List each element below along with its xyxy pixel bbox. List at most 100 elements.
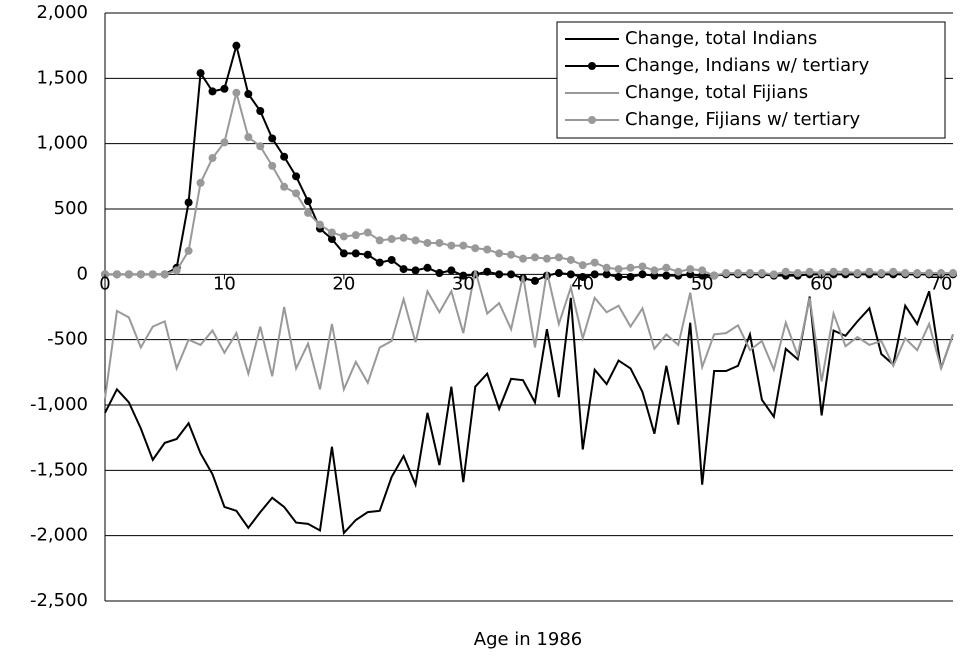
y-tick-label: -2,500 xyxy=(30,590,88,611)
data-point xyxy=(495,270,504,279)
data-point xyxy=(447,241,456,250)
data-point xyxy=(734,269,743,278)
y-tick-label: -2,000 xyxy=(30,525,88,546)
y-tick-label: 1,500 xyxy=(36,67,88,88)
data-point xyxy=(626,263,635,272)
data-point xyxy=(363,228,372,237)
y-tick-label: -500 xyxy=(47,329,88,350)
data-point xyxy=(507,250,516,259)
data-point xyxy=(220,84,229,93)
data-point xyxy=(136,270,145,279)
data-point xyxy=(447,266,456,275)
data-point xyxy=(292,189,301,198)
data-point xyxy=(363,250,372,259)
data-point xyxy=(375,236,384,245)
x-tick-label: 70 xyxy=(930,273,953,294)
data-point xyxy=(519,254,528,263)
x-tick-label: 20 xyxy=(332,273,355,294)
data-point xyxy=(853,269,862,278)
data-point xyxy=(614,265,623,274)
data-point xyxy=(590,270,599,279)
x-tick-label: 40 xyxy=(571,273,594,294)
data-point xyxy=(650,266,659,275)
data-point xyxy=(698,266,707,275)
data-point xyxy=(387,255,396,264)
data-point xyxy=(411,266,420,275)
data-point xyxy=(590,258,599,267)
x-tick-label: 10 xyxy=(213,273,236,294)
data-point xyxy=(530,253,539,262)
data-point xyxy=(865,267,874,276)
data-point xyxy=(817,269,826,278)
data-point xyxy=(112,270,121,279)
data-point xyxy=(399,265,408,274)
legend-box xyxy=(556,21,946,139)
data-point xyxy=(507,270,516,279)
data-point xyxy=(901,269,910,278)
data-point xyxy=(268,134,277,143)
data-point xyxy=(387,235,396,244)
data-point xyxy=(566,270,575,279)
data-point xyxy=(710,271,719,280)
data-point xyxy=(495,249,504,258)
data-point xyxy=(435,238,444,247)
x-axis-title: Age in 1986 xyxy=(474,629,582,650)
y-tick-label: -1,500 xyxy=(30,459,88,480)
data-point xyxy=(638,270,647,279)
series-line xyxy=(104,290,954,536)
y-tick-label: -1,000 xyxy=(30,394,88,415)
data-point xyxy=(196,178,205,187)
data-point xyxy=(829,267,838,276)
data-point xyxy=(172,266,181,275)
data-point xyxy=(339,232,348,241)
legend-label: Change, total Indians xyxy=(625,28,817,49)
data-point xyxy=(483,245,492,254)
data-point xyxy=(483,267,492,276)
y-tick-label: 1,000 xyxy=(36,133,88,154)
data-point xyxy=(841,267,850,276)
data-point xyxy=(399,233,408,242)
data-point xyxy=(327,235,336,244)
data-point xyxy=(292,172,301,181)
data-point xyxy=(638,262,647,271)
data-point xyxy=(351,249,360,258)
data-point xyxy=(722,269,731,278)
data-point xyxy=(339,249,348,258)
x-tick-label: 30 xyxy=(452,273,475,294)
data-point xyxy=(244,90,253,99)
data-point xyxy=(375,258,384,267)
data-point xyxy=(937,269,946,278)
data-point xyxy=(793,269,802,278)
data-point xyxy=(459,241,468,250)
data-point xyxy=(315,220,324,229)
data-point xyxy=(184,198,193,207)
data-point xyxy=(769,270,778,279)
data-point xyxy=(566,255,575,264)
data-point xyxy=(435,269,444,278)
data-point xyxy=(554,269,563,278)
y-tick-label: 500 xyxy=(54,198,88,219)
data-point xyxy=(578,261,587,270)
x-tick-label: 60 xyxy=(810,273,833,294)
data-point xyxy=(232,41,241,50)
data-point xyxy=(530,276,539,285)
data-point xyxy=(554,253,563,262)
data-point xyxy=(423,263,432,272)
data-point xyxy=(662,263,671,272)
data-point xyxy=(256,142,265,151)
x-tick-label: 0 xyxy=(99,273,110,294)
data-point xyxy=(304,208,313,217)
data-point xyxy=(160,270,169,279)
data-point xyxy=(686,265,695,274)
data-point xyxy=(602,263,611,272)
data-point xyxy=(220,138,229,147)
legend-label: Change, Fijians w/ tertiary xyxy=(625,109,860,130)
data-point xyxy=(805,267,814,276)
data-point xyxy=(196,69,205,78)
data-point xyxy=(280,152,289,161)
legend-marker xyxy=(588,62,596,70)
legend-label: Change, Indians w/ tertiary xyxy=(625,55,870,76)
data-point xyxy=(256,107,265,115)
data-point xyxy=(184,246,193,255)
series-line xyxy=(104,270,954,399)
